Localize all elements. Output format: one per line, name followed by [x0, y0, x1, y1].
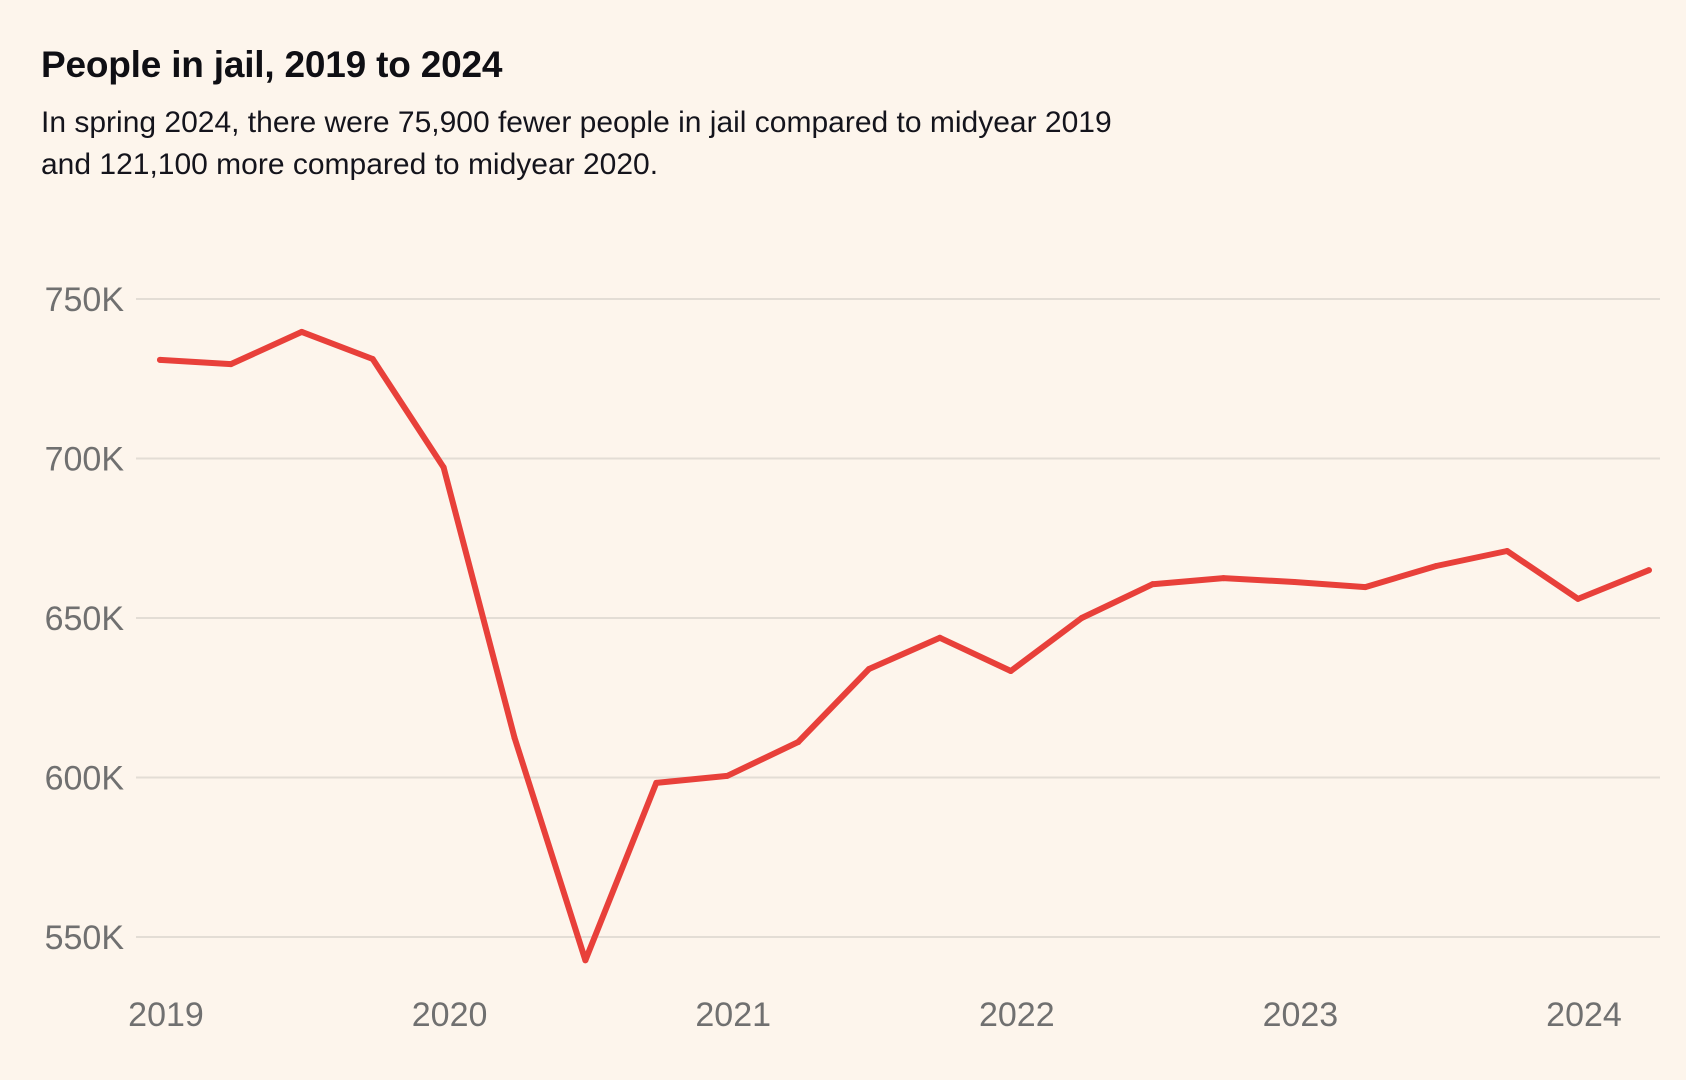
data-point [936, 634, 943, 641]
y-tick-label: 650K [45, 600, 125, 638]
data-point [1433, 563, 1440, 570]
data-point [653, 779, 660, 786]
data-point [1007, 667, 1014, 674]
subtitle-line-2: and 121,100 more compared to midyear 202… [41, 148, 659, 181]
data-point [866, 666, 872, 673]
y-tick-label: 550K [45, 919, 125, 957]
data-point [1220, 575, 1227, 582]
y-tick-label: 600K [45, 760, 125, 798]
data-point [795, 739, 802, 746]
data-point [227, 361, 234, 368]
data-point [582, 957, 589, 964]
data-point [1291, 578, 1298, 585]
data-point [157, 356, 163, 363]
x-tick-label: 2024 [1546, 996, 1622, 1034]
y-tick-label: 700K [45, 441, 125, 479]
data-point [511, 734, 518, 741]
data-point [1362, 584, 1369, 591]
x-tick-label: 2023 [1263, 996, 1339, 1034]
y-axis: 750K 700K 650K 600K 550K [45, 281, 125, 957]
data-point [369, 355, 376, 362]
x-axis: 2019 2020 2021 2022 2023 2024 [128, 996, 1622, 1034]
data-point [1078, 615, 1085, 621]
gridlines [136, 298, 1660, 938]
data-point [298, 328, 305, 335]
data-point [1645, 567, 1652, 574]
data-point [1149, 581, 1156, 588]
x-tick-label: 2022 [979, 996, 1055, 1034]
subtitle-line-1: In spring 2024, there were 75,900 fewer … [41, 106, 1112, 139]
series-line [157, 328, 1652, 964]
data-point [1575, 595, 1581, 602]
chart-title: People in jail, 2019 to 2024 [41, 44, 503, 85]
y-tick-label: 750K [45, 281, 125, 319]
x-tick-label: 2019 [128, 996, 204, 1034]
data-point [724, 772, 731, 779]
series-layer [157, 328, 1652, 964]
data-point [440, 464, 447, 471]
x-tick-label: 2020 [412, 996, 488, 1034]
x-tick-label: 2021 [695, 996, 771, 1034]
chart-subtitle: In spring 2024, there were 75,900 fewer … [41, 102, 1261, 186]
data-point [1504, 548, 1511, 555]
